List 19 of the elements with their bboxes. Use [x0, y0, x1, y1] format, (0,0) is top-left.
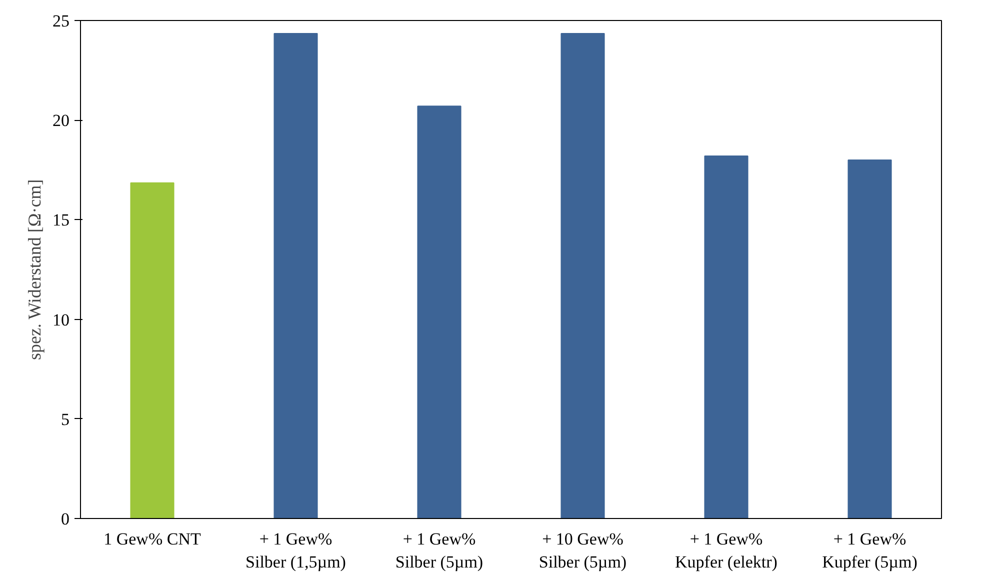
bar	[417, 106, 462, 518]
y-tick-label: 20	[52, 111, 70, 130]
y-tick-label: 25	[52, 12, 70, 30]
y-tick-label: 5	[61, 410, 70, 429]
x-tick-label: + 1 Gew% Silber (1,5µm)	[246, 530, 346, 572]
y-tick-label: 15	[52, 210, 70, 230]
bar	[704, 155, 748, 518]
x-tick-label: + 1 Gew% Kupfer (elektr)	[675, 530, 778, 572]
x-tick-label: + 10 Gew% Silber (5µm)	[538, 530, 627, 572]
x-tick-label: + 1 Gew% Kupfer (5µm)	[822, 530, 918, 572]
x-tick-label: + 1 Gew% Silber (5µm)	[395, 530, 484, 572]
bar	[274, 32, 318, 518]
y-tick-label: 0	[61, 510, 70, 528]
bar	[130, 182, 174, 518]
y-axis-title: spez. Widerstand [Ω·cm]	[24, 179, 44, 360]
y-tick-label: 10	[52, 310, 70, 330]
bar	[560, 32, 605, 518]
x-tick-label: 1 Gew% CNT	[104, 530, 202, 548]
bar	[848, 159, 892, 518]
